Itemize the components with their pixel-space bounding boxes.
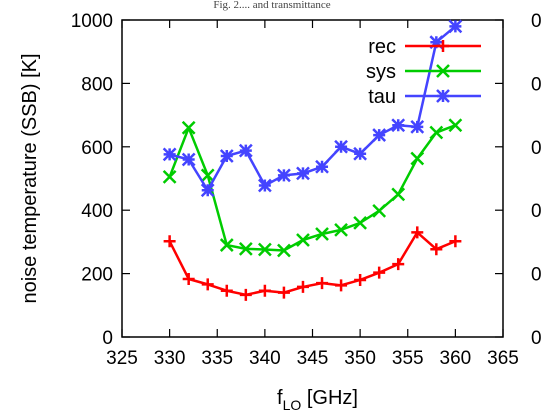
data-point-tau xyxy=(353,146,368,161)
data-point-rec xyxy=(316,277,329,290)
data-point-rec xyxy=(182,272,195,285)
data-point-rec xyxy=(354,273,367,286)
data-point-tau xyxy=(238,143,253,158)
data-point-tau xyxy=(429,35,444,50)
series-tau xyxy=(162,19,463,198)
data-point-rec xyxy=(430,243,443,256)
legend-label-rec: rec xyxy=(368,36,396,58)
data-point-tau xyxy=(315,159,329,174)
data-point-tau xyxy=(257,178,272,193)
data-point-rec xyxy=(296,280,309,293)
x-tick-label: 345 xyxy=(297,348,329,369)
y-tick-label: 800 xyxy=(81,74,113,95)
legend-label-tau: tau xyxy=(368,86,396,108)
data-point-sys xyxy=(334,222,348,237)
right-tick-label: 0 xyxy=(531,265,542,286)
legend-marker-tau xyxy=(436,89,450,103)
data-point-sys xyxy=(410,151,425,166)
data-point-sys xyxy=(391,187,406,202)
data-point-rec xyxy=(258,284,271,297)
x-tick-label: 335 xyxy=(201,348,233,369)
data-point-sys xyxy=(372,203,387,218)
data-point-tau xyxy=(277,168,291,183)
data-point-rec xyxy=(392,258,405,271)
series-sys xyxy=(162,118,463,258)
data-point-sys xyxy=(238,241,253,256)
right-tick-label: 0 xyxy=(531,328,542,349)
data-point-tau xyxy=(334,139,348,154)
data-point-tau xyxy=(219,149,234,163)
data-point-rec xyxy=(220,284,233,297)
data-point-sys xyxy=(296,233,310,247)
legend-marker-rec xyxy=(437,40,449,52)
x-tick-label: 350 xyxy=(344,348,376,369)
y-axis-label: noise temperature (SSB) [K] xyxy=(19,53,41,303)
data-point-tau xyxy=(162,147,177,162)
data-point-rec xyxy=(449,235,462,248)
series-group xyxy=(162,19,463,301)
data-point-sys xyxy=(257,242,272,257)
x-axis-label: fLO [GHz] xyxy=(277,387,358,413)
y-tick-label: 400 xyxy=(81,201,113,222)
y-tick-label: 200 xyxy=(81,265,113,286)
data-point-tau xyxy=(372,128,387,142)
data-point-rec xyxy=(373,266,386,279)
series-line-sys xyxy=(168,124,456,252)
x-axis-label-main: f xyxy=(277,387,283,409)
data-point-rec xyxy=(163,235,176,248)
data-point-sys xyxy=(448,118,463,133)
data-point-sys xyxy=(429,125,444,140)
x-tick-label: 325 xyxy=(106,348,138,369)
data-point-tau xyxy=(448,19,463,34)
data-point-rec xyxy=(335,279,348,292)
data-point-tau xyxy=(181,152,196,167)
x-tick-label: 365 xyxy=(487,348,519,369)
data-point-sys xyxy=(219,238,234,252)
legend-label-sys: sys xyxy=(366,61,396,83)
data-point-sys xyxy=(277,243,291,258)
top-title-fragment: Fig. 2.... and transmittance xyxy=(213,0,330,11)
y-tick-label: 0 xyxy=(102,328,113,349)
data-point-tau xyxy=(410,119,425,134)
data-point-tau xyxy=(296,166,310,181)
series-rec xyxy=(163,226,462,301)
legend-marker-sys xyxy=(436,64,450,78)
x-axis-label-unit: [GHz] xyxy=(301,387,358,409)
data-point-rec xyxy=(201,278,214,291)
data-point-tau xyxy=(391,118,406,133)
data-point-sys xyxy=(200,168,215,183)
legend: rec sys tau xyxy=(366,36,481,108)
data-point-rec xyxy=(411,226,424,239)
data-point-sys xyxy=(315,227,329,241)
axis-ticks: 325 330 335 340 345 350 355 360 365 0 0 200 0 400 0 600… xyxy=(71,11,542,369)
right-tick-label: 0 xyxy=(531,201,542,222)
data-point-rec xyxy=(239,288,252,301)
right-tick-label: 0 xyxy=(531,11,542,32)
x-tick-label: 330 xyxy=(154,348,186,369)
x-tick-label: 355 xyxy=(392,348,424,369)
x-axis-label-subscript: LO xyxy=(283,397,302,413)
data-point-rec xyxy=(277,286,290,299)
y-tick-label: 1000 xyxy=(71,11,113,32)
series-line-rec xyxy=(168,231,456,297)
data-point-sys xyxy=(162,170,177,184)
data-point-tau xyxy=(200,183,215,198)
y-tick-label: 600 xyxy=(81,138,113,159)
data-point-sys xyxy=(181,120,196,135)
right-tick-label: 0 xyxy=(531,138,542,159)
right-tick-label: 0 xyxy=(531,74,542,95)
x-tick-label: 340 xyxy=(249,348,281,369)
data-point-sys xyxy=(353,215,368,230)
series-line-tau xyxy=(169,25,457,192)
x-tick-label: 360 xyxy=(440,348,472,369)
